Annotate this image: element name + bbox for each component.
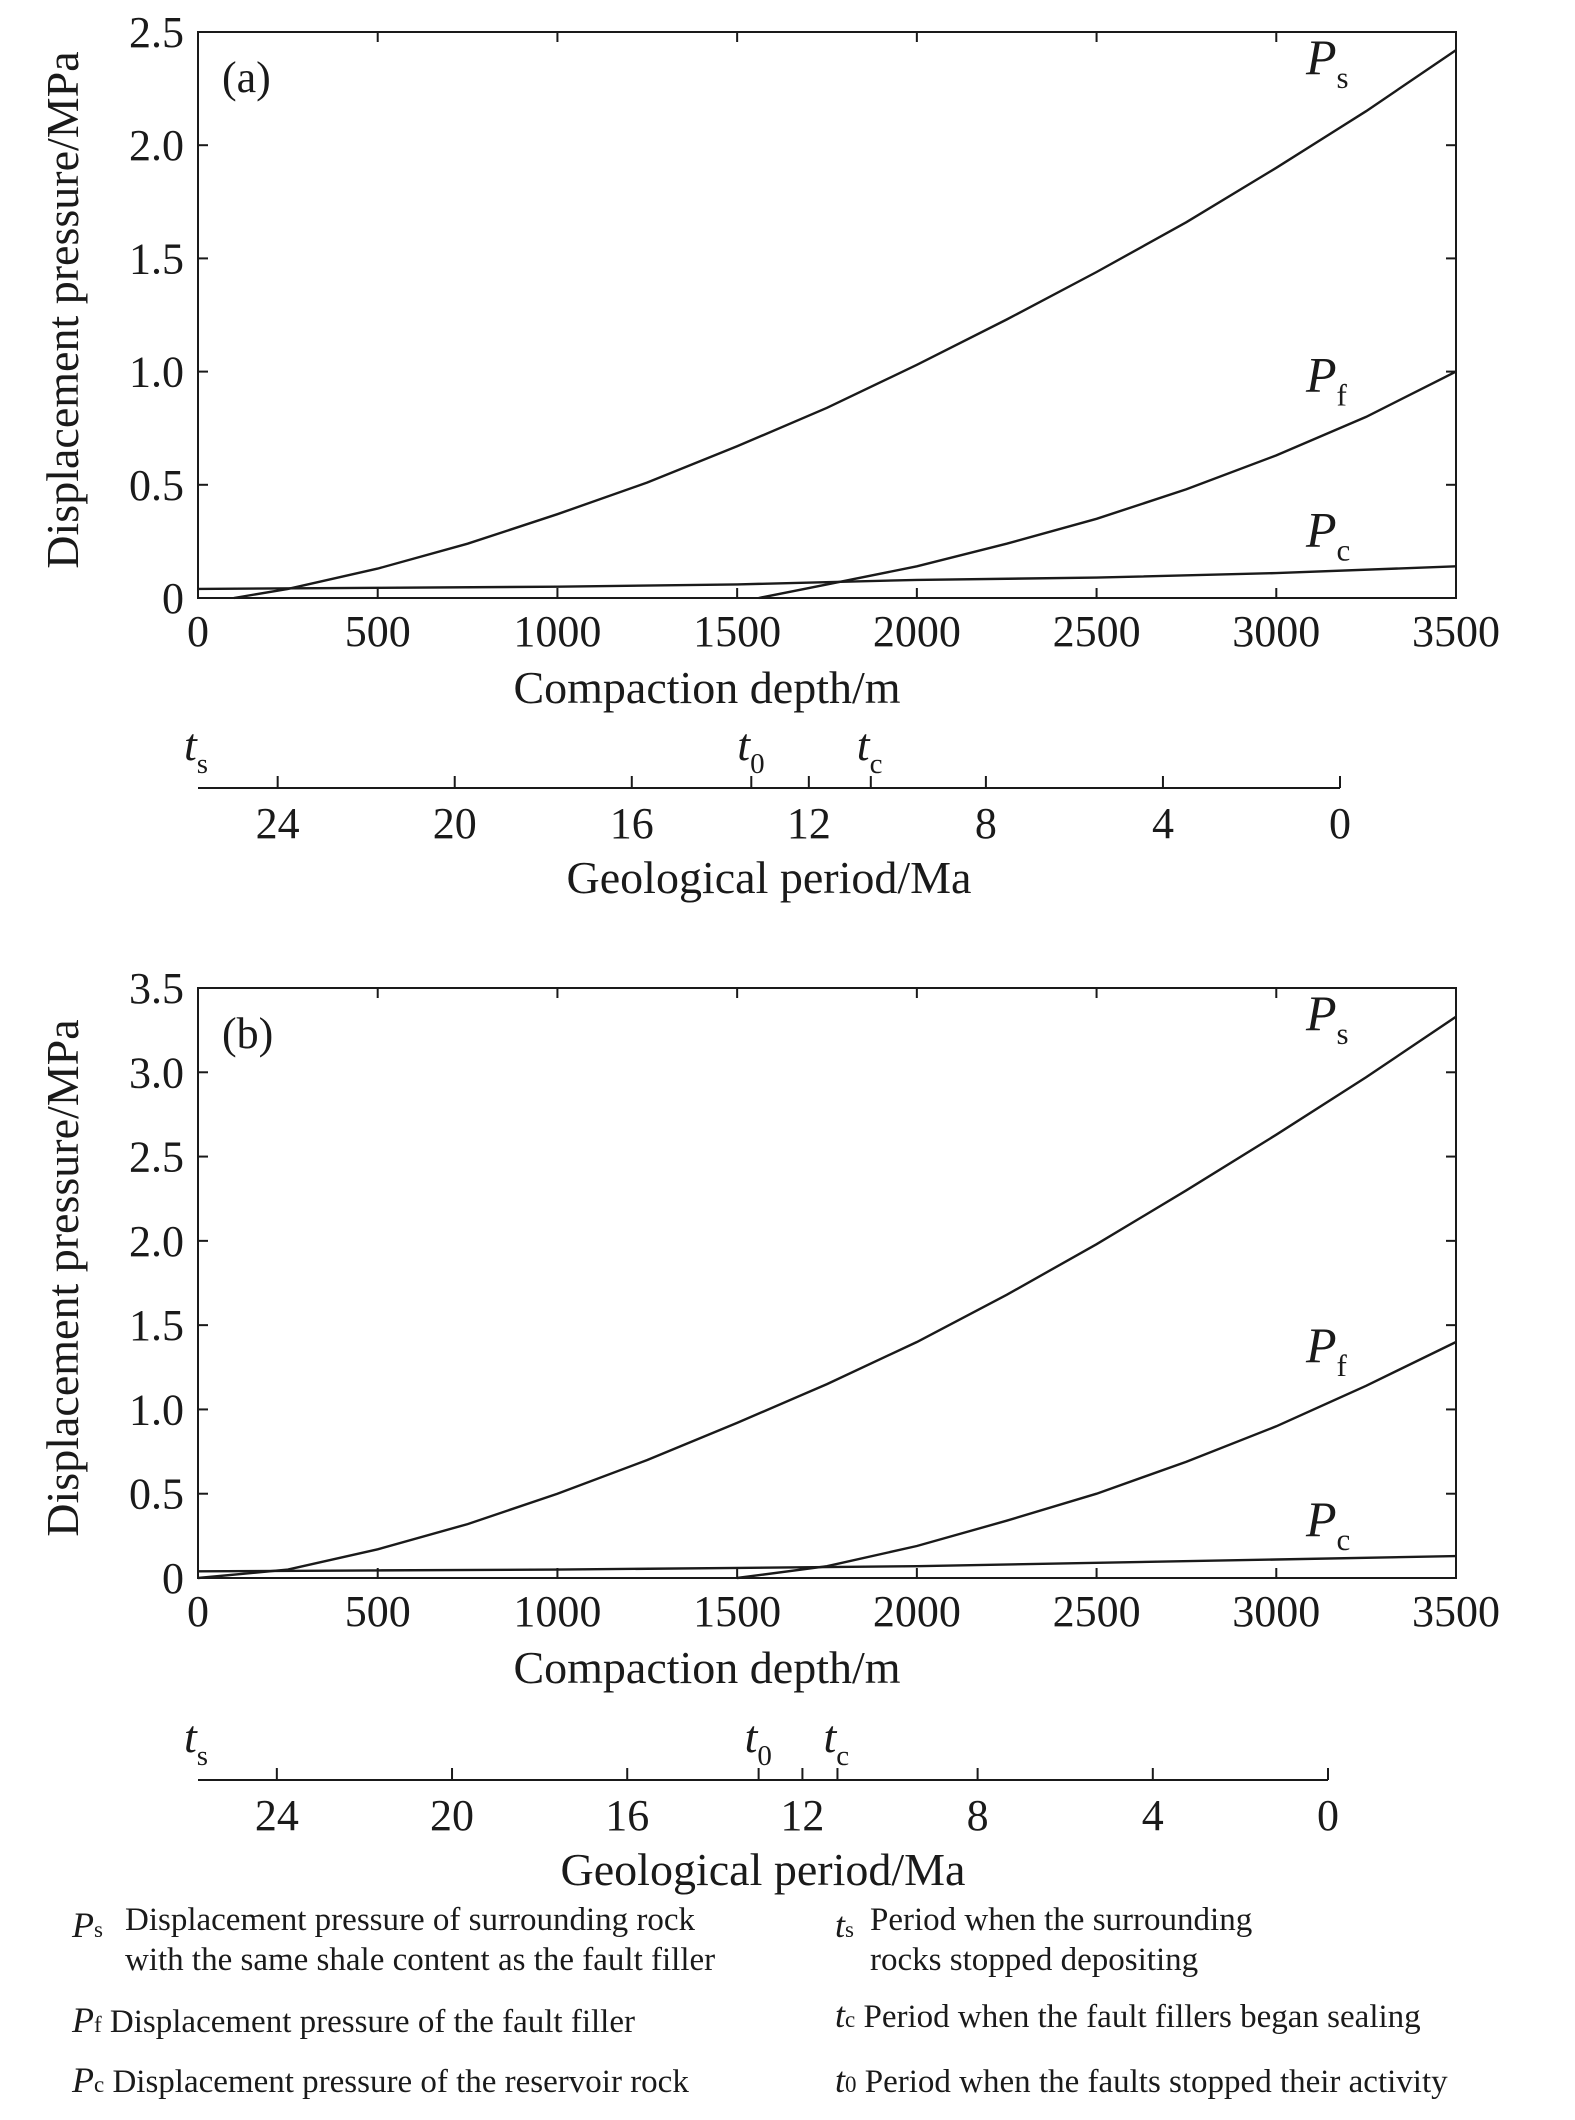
legend-symbol: Pf <box>72 2000 102 2040</box>
period-tick-label: 20 <box>430 1791 474 1840</box>
y-axis-label: Displacement pressure/MPa <box>37 51 88 568</box>
y-tick-label: 2.0 <box>129 1217 184 1266</box>
series-label-pc: Pc <box>1305 1491 1350 1557</box>
legend-text-line: with the same shale content as the fault… <box>125 1942 716 1978</box>
period-tick-label: 0 <box>1317 1791 1339 1840</box>
period-tick-label: 8 <box>975 799 997 848</box>
x-tick-label: 3000 <box>1232 1587 1320 1636</box>
legend-text-line: Displacement pressure of the fault fille… <box>109 2004 635 2040</box>
x-tick-label: 500 <box>345 607 411 656</box>
y-tick-label: 1.5 <box>129 1301 184 1350</box>
x-tick-label: 3500 <box>1412 607 1500 656</box>
y-tick-label: 2.0 <box>129 121 184 170</box>
plot-frame <box>197 987 1457 1579</box>
series-line-ps <box>233 49 1457 600</box>
period-marker-ts: ts <box>184 719 208 780</box>
series-label-pf: Pf <box>1305 347 1348 413</box>
x-tick-label: 2500 <box>1053 607 1141 656</box>
series-line-pf <box>758 370 1457 600</box>
x-tick-label: 1000 <box>513 1587 601 1636</box>
legend-item-ps: Ps <box>72 1905 103 1950</box>
period-tick-label: 24 <box>256 799 300 848</box>
chart-panel-a: (a) 0 500 1000 1500 2000 2500 3000 3500 0 0.5 1.0 1.… <box>37 8 1500 903</box>
legend-text-line: Displacement pressure of surrounding roc… <box>125 1902 696 1938</box>
chart-panel-b: (b) 0 500 1000 1500 2000 2500 3000 3500 0 0.5 1.0 1.… <box>37 964 1500 1895</box>
period-axis-label: Geological period/Ma <box>561 1844 966 1895</box>
x-tick-label: 2000 <box>873 1587 961 1636</box>
x-axis-label: Compaction depth/m <box>513 1642 900 1693</box>
y-tick-label: 3.0 <box>129 1048 184 1097</box>
x-tick-label: 3000 <box>1232 607 1320 656</box>
panel-label: (b) <box>222 1009 273 1058</box>
y-tick-label: 1.5 <box>129 234 184 283</box>
x-tick-label: 3500 <box>1412 1587 1500 1636</box>
x-axis-label: Compaction depth/m <box>513 662 900 713</box>
series-label-pf: Pf <box>1305 1317 1348 1383</box>
y-tick-label: 2.5 <box>129 1133 184 1182</box>
x-tick-label: 0 <box>187 1587 209 1636</box>
legend-symbol: Pc <box>72 2060 105 2100</box>
x-tick-label: 1500 <box>693 607 781 656</box>
series-line-ps <box>197 1015 1457 1580</box>
period-tick-label: 0 <box>1329 799 1351 848</box>
y-axis-label: Displacement pressure/MPa <box>37 1019 88 1536</box>
x-tick-label: 2000 <box>873 607 961 656</box>
period-tick-label: 4 <box>1152 799 1174 848</box>
panel-label: (a) <box>222 53 271 102</box>
legend-text-line: Displacement pressure of the reservoir r… <box>112 2064 689 2100</box>
series-line-pf <box>736 1340 1457 1580</box>
series-label-ps: Ps <box>1305 29 1349 95</box>
legend-text-line: Period when the faults stopped their act… <box>864 2064 1448 2100</box>
legend-text-ps: Displacement pressure of surrounding roc… <box>125 1900 715 1980</box>
x-tick-label: 1000 <box>513 607 601 656</box>
legend-item-tc: tc Period when the fault fillers began s… <box>835 1995 1421 2040</box>
legend-item-pc: Pc Displacement pressure of the reservoi… <box>72 2060 689 2105</box>
figure-legend: Ps Displacement pressure of surrounding … <box>0 1902 1575 2120</box>
y-tick-label: 3.5 <box>129 964 184 1013</box>
y-tick-label: 0 <box>162 574 184 623</box>
period-tick-label: 12 <box>780 1791 824 1840</box>
period-tick-label: 4 <box>1142 1791 1164 1840</box>
legend-symbol: tc <box>835 1995 856 2035</box>
y-tick-label: 0.5 <box>129 461 184 510</box>
x-tick-label: 2500 <box>1053 1587 1141 1636</box>
period-tick-label: 16 <box>605 1791 649 1840</box>
legend-text-line: Period when the fault fillers began seal… <box>863 1999 1421 2035</box>
period-marker-t0: t0 <box>737 719 764 780</box>
legend-symbol: ts <box>835 1905 854 1945</box>
y-tick-label: 1.0 <box>129 1385 184 1434</box>
y-tick-label: 1.0 <box>129 348 184 397</box>
legend-item-ts: ts <box>835 1905 854 1950</box>
period-marker-tc: tc <box>857 719 883 780</box>
x-tick-label: 1500 <box>693 1587 781 1636</box>
series-label-ps: Ps <box>1305 985 1349 1051</box>
y-tick-label: 0 <box>162 1554 184 1603</box>
legend-text-ts: Period when the surrounding rocks stoppe… <box>870 1900 1252 1980</box>
series-line-pc <box>197 565 1457 591</box>
period-tick-label: 8 <box>967 1791 989 1840</box>
legend-symbol: t0 <box>835 2060 857 2100</box>
series-label-pc: Pc <box>1305 501 1350 567</box>
y-tick-label: 2.5 <box>129 8 184 57</box>
period-tick-label: 16 <box>610 799 654 848</box>
x-tick-label: 0 <box>187 607 209 656</box>
legend-text-line: rocks stopped depositing <box>870 1942 1199 1978</box>
legend-item-t0: t0 Period when the faults stopped their … <box>835 2060 1448 2105</box>
period-marker-t0: t0 <box>745 1711 772 1772</box>
series-line-pc <box>197 1554 1457 1573</box>
period-marker-tc: tc <box>823 1711 849 1772</box>
period-axis-label: Geological period/Ma <box>567 852 972 903</box>
period-marker-ts: ts <box>184 1711 208 1772</box>
legend-symbol: Ps <box>72 1905 103 1945</box>
y-tick-label: 0.5 <box>129 1470 184 1519</box>
period-tick-label: 20 <box>433 799 477 848</box>
x-tick-label: 500 <box>345 1587 411 1636</box>
period-tick-label: 24 <box>255 1791 299 1840</box>
plot-frame <box>197 31 1457 599</box>
legend-text-line: Period when the surrounding <box>870 1902 1253 1938</box>
legend-item-pf: Pf Displacement pressure of the fault fi… <box>72 2000 635 2045</box>
period-tick-label: 12 <box>787 799 831 848</box>
